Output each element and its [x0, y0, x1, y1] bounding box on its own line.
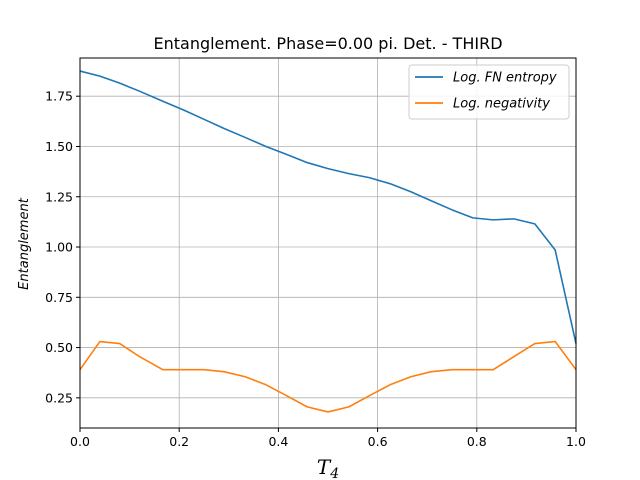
x-tick-label: 1.0 — [566, 434, 586, 449]
legend-label-0: Log. FN entropy — [453, 71, 557, 86]
x-tick-label: 0.0 — [70, 434, 90, 449]
axes: 0.0 0.2 0.4 0.6 0.8 1.0 0.25 0.50 0.75 1.00 1.25 1.… — [45, 57, 586, 449]
y-axis-label: Entanglement — [17, 197, 32, 290]
x-axis-label: T4 — [317, 455, 339, 480]
legend-box — [408, 64, 570, 120]
chart-title: Entanglement. Phase=0.00 pi. Det. - THIR… — [153, 34, 502, 53]
y-tick-label: 1.25 — [45, 189, 73, 204]
x-axis-label-subscript: 4 — [329, 466, 339, 480]
y-tick-label: 1.50 — [45, 139, 73, 154]
series-group — [79, 70, 577, 413]
x-tick-label: 0.4 — [268, 434, 288, 449]
series-line-1 — [79, 340, 577, 413]
x-tick-label: 0.2 — [169, 434, 189, 449]
legend: Log. FN entropy Log. negativity — [408, 64, 570, 120]
y-tick-label: 1.75 — [45, 89, 73, 104]
x-axis-label-main: T — [317, 455, 332, 479]
legend-label-1: Log. negativity — [453, 97, 550, 112]
y-tick-label: 0.25 — [45, 390, 73, 405]
x-tick-label: 0.6 — [368, 434, 388, 449]
y-tick-label: 0.50 — [45, 340, 73, 355]
plot-frame — [79, 57, 577, 429]
x-tick-label: 0.8 — [467, 434, 487, 449]
series-line-0 — [79, 70, 577, 344]
y-tick-label: 0.75 — [45, 290, 73, 305]
grid — [79, 58, 577, 428]
y-tick-label: 1.00 — [45, 240, 73, 255]
